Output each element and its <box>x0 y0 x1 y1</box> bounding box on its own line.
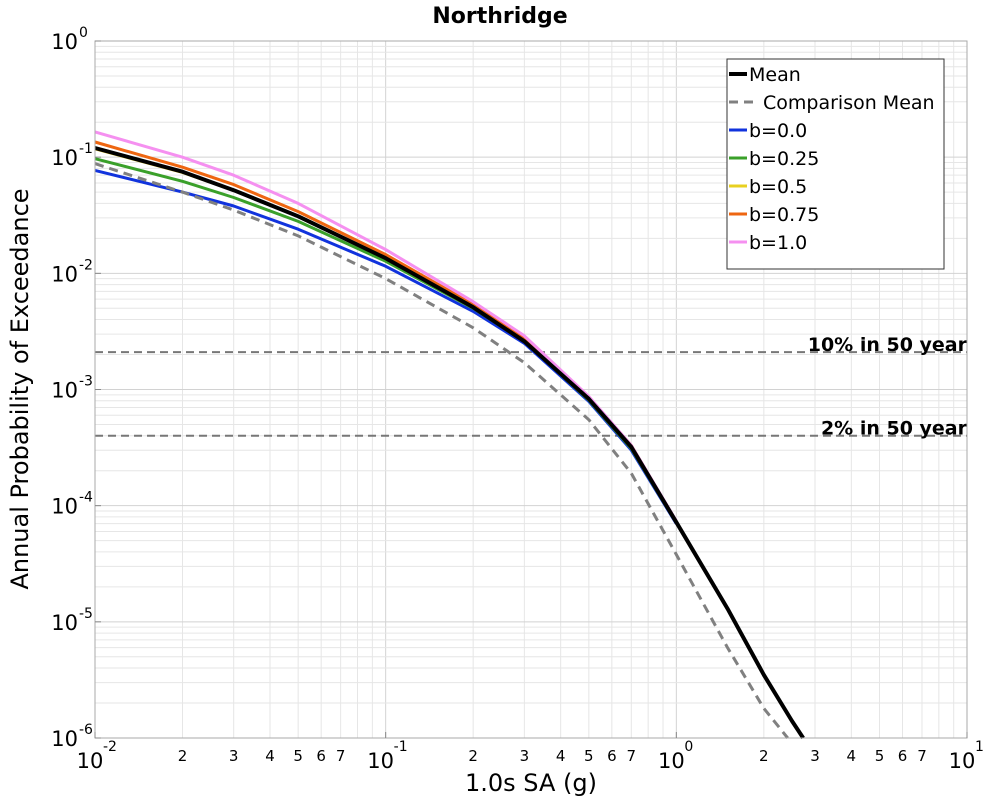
x-tick-label-base: 10 <box>658 749 685 773</box>
x-axis-label: 1.0s SA (g) <box>465 769 597 797</box>
x-minor-tick-label: 6 <box>898 747 908 765</box>
y-tick-label-exponent: -1 <box>79 141 93 157</box>
legend-label: Mean <box>749 64 801 86</box>
x-minor-tick-label: 6 <box>316 747 326 765</box>
legend-label: b=0.5 <box>749 176 807 198</box>
x-tick-label-exponent: -2 <box>103 739 117 755</box>
y-tick-label-exponent: -5 <box>79 606 93 622</box>
x-tick-label-base: 10 <box>77 749 104 773</box>
x-minor-tick-label: 3 <box>229 747 239 765</box>
x-minor-tick-label: 3 <box>520 747 530 765</box>
x-tick-label-exponent: 1 <box>975 739 984 755</box>
y-tick-label-base: 10 <box>51 495 78 519</box>
y-axis-label: Annual Probability of Exceedance <box>6 188 34 589</box>
x-minor-tick-label: 2 <box>178 747 188 765</box>
y-tick-label-exponent: -6 <box>79 722 93 738</box>
chart-title: Northridge <box>432 4 567 29</box>
x-minor-tick-label: 5 <box>875 747 885 765</box>
legend: Mean Comparison Mean b=0.0 b=0.25 b=0.5 b=0.7… <box>726 58 945 270</box>
reference-line-label: 2% in 50 year <box>821 418 968 440</box>
y-tick-label: 10 -1 <box>51 141 93 170</box>
x-tick-label-exponent: 0 <box>684 739 693 755</box>
x-minor-tick-label: 4 <box>265 747 275 765</box>
y-tick-label-base: 10 <box>51 727 78 751</box>
x-tick-label: 10-2 <box>77 739 117 773</box>
series-line <box>94 162 789 739</box>
legend-label: b=0.25 <box>749 148 819 170</box>
y-tick-label-base: 10 <box>51 146 78 170</box>
legend-label: b=1.0 <box>749 232 807 254</box>
x-tick-label-base: 10 <box>367 749 394 773</box>
y-tick-label-base: 10 <box>51 379 78 403</box>
x-minor-tick-label: 7 <box>627 747 637 765</box>
y-tick-label: 10 0 <box>51 25 88 54</box>
x-minor-tick-label: 5 <box>293 747 303 765</box>
reference-line-label: 10% in 50 year <box>808 334 968 356</box>
x-minor-tick-label: 3 <box>810 747 820 765</box>
series-line <box>94 146 805 740</box>
legend-box <box>726 58 945 270</box>
y-tick-label: 10 -6 <box>51 722 93 751</box>
reference-lines: 10% in 50 year 2% in 50 year <box>95 334 968 440</box>
y-tick-label: 10 -2 <box>51 257 93 286</box>
x-minor-tick-label: 5 <box>584 747 594 765</box>
x-minor-tick-label: 7 <box>336 747 346 765</box>
x-minor-tick-label: 4 <box>847 747 857 765</box>
x-tick-label-base: 10 <box>949 749 976 773</box>
y-tick-label: 10 -4 <box>51 490 93 519</box>
x-minor-tick-label: 6 <box>607 747 617 765</box>
x-tick-label: 101 <box>949 739 984 773</box>
x-tick-label: 100 <box>658 739 693 773</box>
x-minor-tick-label: 2 <box>759 747 769 765</box>
grid <box>95 41 967 738</box>
y-tick-label-base: 10 <box>51 262 78 286</box>
x-minor-tick-label: 7 <box>917 747 927 765</box>
x-minor-tick-label: 2 <box>468 747 478 765</box>
legend-label: b=0.75 <box>749 204 819 226</box>
y-tick-label-exponent: -2 <box>79 257 93 273</box>
y-tick-label-exponent: -4 <box>79 490 93 506</box>
y-tick-label-exponent: -3 <box>79 374 93 390</box>
x-tick-label: 10-1 <box>367 739 407 773</box>
legend-label: b=0.0 <box>749 120 807 142</box>
y-tick-label-base: 10 <box>51 611 78 635</box>
y-tick-label-exponent: 0 <box>79 25 88 41</box>
y-tick-label: 10 -5 <box>51 606 93 635</box>
legend-label: Comparison Mean <box>763 92 935 114</box>
y-tick-label: 10 -3 <box>51 374 93 403</box>
x-minor-tick-label: 4 <box>556 747 566 765</box>
y-tick-label-base: 10 <box>51 30 78 54</box>
series-lines <box>94 130 805 740</box>
x-tick-label-exponent: -1 <box>394 739 408 755</box>
